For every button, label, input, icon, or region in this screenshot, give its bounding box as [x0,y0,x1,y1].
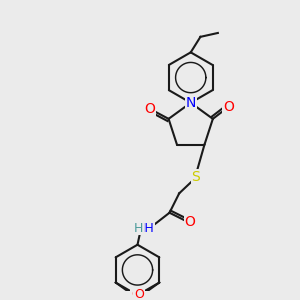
Text: N: N [185,96,196,110]
Text: O: O [223,100,234,114]
Text: N: N [185,96,196,110]
Text: O: O [131,288,141,300]
Text: NH: NH [136,222,154,235]
Text: O: O [145,102,156,116]
Text: S: S [191,170,200,184]
Text: H: H [134,222,143,235]
Text: O: O [134,288,144,300]
Text: O: O [184,215,195,230]
